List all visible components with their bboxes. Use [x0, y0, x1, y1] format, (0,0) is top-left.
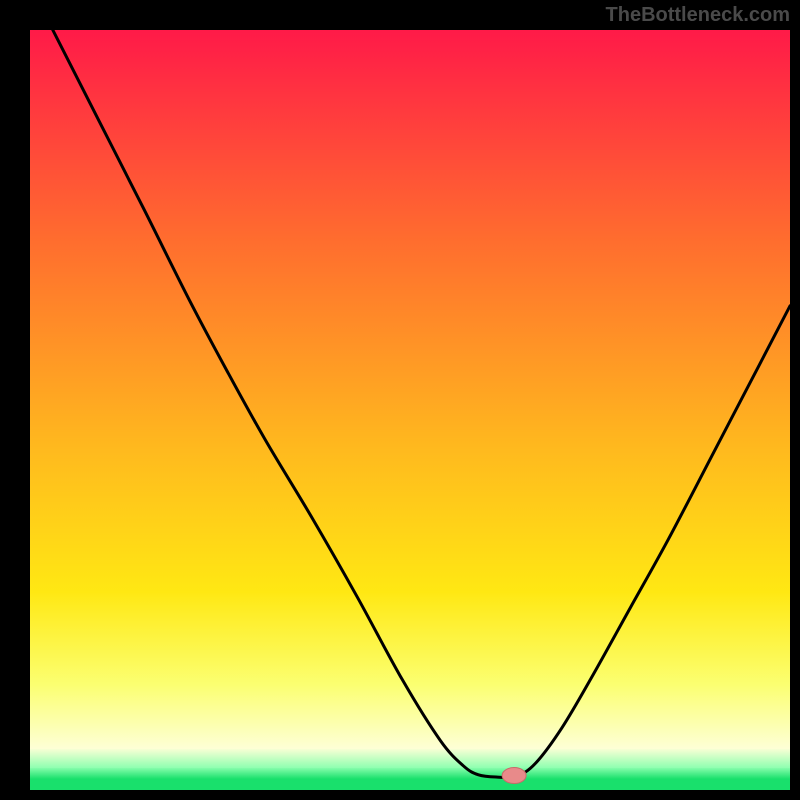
- marker-layer: [30, 30, 790, 790]
- optimal-point-marker: [502, 768, 526, 784]
- plot-area: [30, 30, 790, 790]
- watermark-text: TheBottleneck.com: [606, 4, 790, 27]
